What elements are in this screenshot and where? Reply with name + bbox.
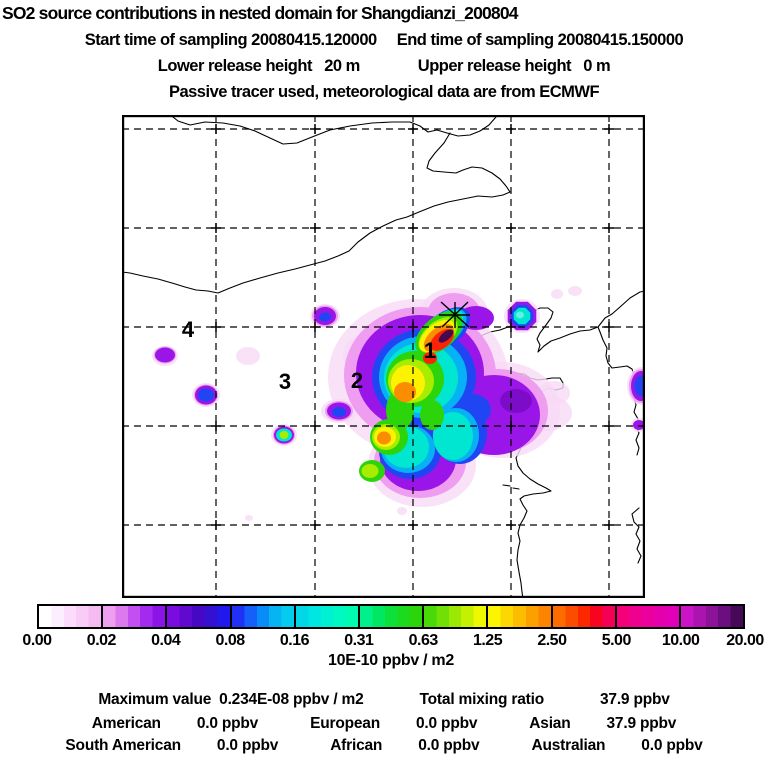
max-value-text: 0.234E-08 ppbv / m2 [219,691,364,708]
page-title: SO2 source contributions in nested domai… [2,3,519,23]
colorbar-tick-labels: 0.00 0.02 0.04 0.08 0.16 0.31 0.63 1.25 2.50 5.00… [22,632,764,650]
source-label-3: 3 [279,369,291,394]
region-value: 0.0 ppbv [416,715,478,732]
end-time-text: End time of sampling 20080415.150000 [396,31,684,49]
tracer-note-text: Passive tracer used, meteorological data… [168,83,600,101]
colorbar-tick: 5.00 [601,632,632,649]
max-value-label: Maximum value [98,691,212,708]
source-label-4: 4 [182,317,195,342]
contour-level-darkpurple [500,389,532,413]
sampling-times-row: Start time of sampling 20080415.120000 E… [0,31,768,50]
region-value: 0.0 ppbv [418,737,480,754]
concentration-plume [152,286,655,521]
receptor-marker [439,301,470,328]
stats-regions-row-2: South American 0.0 ppbv African 0.0 ppbv… [0,737,768,755]
region-stat: Asian 37.9 ppbv [529,715,676,733]
coast-islands [502,484,520,490]
colorbar-unit: 10E-10 ppbv / m2 [328,652,454,669]
colorbar-segment [616,606,681,627]
region-stat: African 0.0 ppbv [330,737,479,755]
region-value: 0.0 ppbv [641,737,703,754]
colorbar-segment [552,606,617,627]
contour-level-peak [438,329,454,343]
colorbar-tick: 10.00 [661,632,700,649]
colorbar-segment [167,606,232,627]
region-name: South American [65,737,181,754]
colorbar-tick: 1.25 [472,632,503,649]
colorbar-tick: 0.08 [215,632,246,649]
colorbar-tick: 0.16 [279,632,310,649]
lower-release-text: Lower release height 20 m [157,57,361,75]
region-name: Asian [529,715,571,732]
source-label-2: 2 [351,368,363,393]
colorbar-segment [103,606,168,627]
colorbar-tick: 2.50 [537,632,567,649]
contour-level-lightcyan [516,311,524,319]
region-name: American [91,715,161,732]
upper-release-text: Upper release height 0 m [417,57,611,75]
region-name: African [330,737,383,754]
stats-summary-row: Maximum value 0.234E-08 ppbv / m2 Total … [0,691,768,709]
region-stat: South American 0.0 ppbv [65,737,278,755]
total-ratio-value: 37.9 ppbv [599,691,670,708]
colorbar-tick: 0.02 [86,632,117,649]
release-heights-row: Lower release height 20 m Upper release … [0,57,768,76]
colorbar-segment [680,606,744,627]
colorbar-segment [359,606,425,627]
total-ratio-label: Total mixing ratio [419,691,545,708]
region-stat: European 0.0 ppbv [310,715,477,733]
region-value: 0.0 ppbv [196,715,259,732]
source-label-1: 1 [424,338,436,363]
tracer-note-row: Passive tracer used, meteorological data… [0,83,768,102]
start-time-text: Start time of sampling 20080415.120000 [84,31,377,49]
colorbar-tick: 20.00 [726,632,764,649]
colorbar-segment [424,606,489,627]
map-plot: 1 2 3 4 [121,112,655,600]
colorbar-tick: 0.00 [22,632,52,649]
map-frame [121,114,646,599]
colorbar-tick: 0.31 [344,632,374,649]
map-panel: 1 2 3 4 [121,112,655,600]
region-value: 37.9 ppbv [606,715,677,732]
region-stat: American 0.0 ppbv [91,715,259,733]
colorbar-tick: 0.04 [151,632,181,649]
colorbar-tick: 0.63 [408,632,439,649]
region-name: Australian [531,737,606,754]
colorbar-segment [231,606,296,627]
coast-right-edge [631,507,642,564]
stats-regions-row-1: American 0.0 ppbv European 0.0 ppbv Asia… [0,715,768,733]
region-value: 0.0 ppbv [216,737,279,754]
border-north [167,112,500,145]
graticule [122,115,645,598]
colorbar-segment [39,606,104,627]
colorbar [37,604,745,629]
region-stat: Australian 0.0 ppbv [531,737,702,755]
border-inner [121,132,511,294]
region-name: European [310,715,380,732]
colorbar-segment [295,606,360,627]
colorbar-segment [488,606,553,627]
